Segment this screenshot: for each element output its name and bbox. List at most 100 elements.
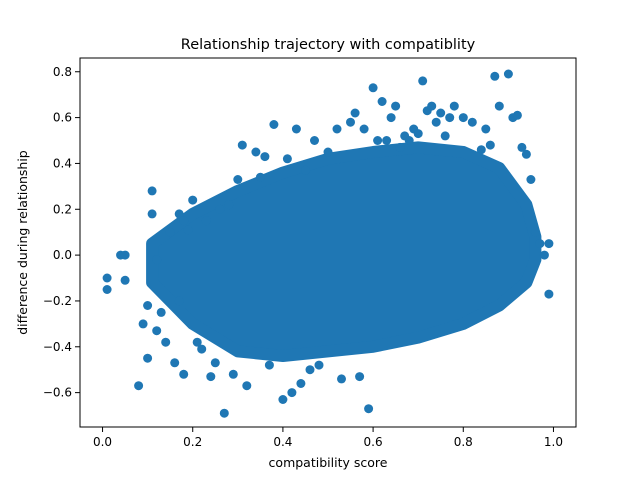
scatter-point bbox=[143, 301, 153, 310]
scatter-point bbox=[382, 136, 392, 145]
scatter-point bbox=[264, 360, 274, 370]
scatter-point bbox=[161, 337, 171, 347]
scatter-point bbox=[102, 273, 112, 283]
scatter-point bbox=[102, 285, 112, 294]
x-tick-label: 0.8 bbox=[454, 435, 473, 449]
scatter-point bbox=[174, 209, 184, 219]
x-axis-label: compatibility score bbox=[269, 455, 388, 470]
y-axis-ticks: −0.6 −0.4 −0.2 0.0 0.2 0.4 0.6 0.8 bbox=[43, 65, 80, 400]
scatter-point bbox=[197, 344, 207, 354]
scatter-point bbox=[346, 117, 355, 127]
scatter-point bbox=[192, 337, 202, 347]
scatter-point bbox=[255, 172, 265, 182]
scatter-point bbox=[224, 200, 234, 210]
scatter-point bbox=[174, 296, 184, 306]
y-tick-label: 0.8 bbox=[53, 65, 72, 79]
scatter-point bbox=[291, 124, 301, 134]
scatter-point bbox=[445, 113, 455, 123]
y-tick-label: 0.4 bbox=[53, 156, 72, 170]
x-tick-label: 0.2 bbox=[183, 435, 202, 449]
scatter-point bbox=[138, 319, 148, 329]
scatter-point bbox=[305, 365, 315, 375]
scatter-point bbox=[165, 227, 175, 237]
scatter-point bbox=[251, 147, 261, 157]
scatter-point bbox=[427, 101, 437, 111]
y-tick-label: 0.0 bbox=[53, 248, 72, 262]
scatter-point bbox=[530, 227, 540, 237]
scatter-point bbox=[373, 136, 383, 145]
scatter-point bbox=[332, 124, 342, 134]
x-tick-label: 0.6 bbox=[364, 435, 383, 449]
x-tick-label: 0.0 bbox=[93, 435, 112, 449]
scatter-point bbox=[476, 145, 486, 155]
scatter-point bbox=[242, 381, 252, 391]
scatter-point bbox=[310, 136, 319, 145]
scatter-point bbox=[431, 117, 441, 127]
scatter-point bbox=[134, 381, 144, 391]
scatter-point bbox=[233, 175, 243, 184]
scatter-point bbox=[314, 360, 324, 370]
scatter-point bbox=[535, 239, 545, 249]
scatter-point bbox=[355, 372, 365, 382]
scatter-point bbox=[188, 195, 198, 205]
scatter-point bbox=[337, 374, 346, 384]
scatter-point bbox=[296, 379, 306, 388]
y-tick-label: −0.4 bbox=[43, 340, 72, 354]
scatter-point bbox=[440, 131, 450, 141]
scatter-point bbox=[359, 124, 369, 134]
scatter-point bbox=[210, 358, 220, 368]
dense-point-cloud bbox=[146, 141, 542, 362]
scatter-point bbox=[526, 175, 536, 184]
scatter-point bbox=[206, 372, 216, 382]
scatter-point bbox=[120, 250, 130, 260]
scatter-point bbox=[301, 165, 310, 175]
scatter-point bbox=[364, 404, 374, 414]
scatter-point bbox=[449, 101, 459, 111]
scatter-point bbox=[404, 136, 414, 145]
scatter-point bbox=[183, 225, 193, 235]
scatter-point bbox=[539, 250, 549, 260]
scatter-point bbox=[544, 289, 554, 299]
scatter-point bbox=[237, 140, 247, 150]
scatter-point bbox=[418, 76, 428, 86]
scatter-point bbox=[156, 307, 166, 317]
scatter-point bbox=[323, 147, 333, 157]
scatter-point bbox=[201, 216, 211, 226]
y-tick-label: 0.2 bbox=[53, 202, 72, 216]
y-tick-label: −0.2 bbox=[43, 294, 72, 308]
chart-title: Relationship trajectory with compatiblit… bbox=[181, 37, 476, 53]
scatter-point bbox=[436, 108, 446, 118]
scatter-point bbox=[521, 149, 531, 159]
point-cloud-core bbox=[146, 141, 542, 362]
scatter-point bbox=[278, 395, 288, 404]
scatter-point bbox=[269, 120, 279, 129]
scatter-point bbox=[413, 129, 423, 139]
scatter-point bbox=[147, 186, 157, 196]
x-tick-label: 1.0 bbox=[544, 435, 563, 449]
plot-frame bbox=[79, 57, 577, 428]
scatter-point bbox=[152, 326, 162, 336]
scatter-point bbox=[490, 71, 500, 81]
scatter-point bbox=[517, 142, 527, 152]
scatter-point bbox=[260, 152, 270, 162]
scatter-point bbox=[215, 204, 225, 214]
scatter-point bbox=[179, 216, 189, 226]
scatter-point bbox=[228, 369, 238, 379]
scatter-point bbox=[152, 255, 162, 265]
x-axis-ticks: 0.0 0.2 0.4 0.6 0.8 1.0 bbox=[93, 427, 563, 449]
scatter-point bbox=[219, 408, 229, 418]
scatter-point bbox=[377, 97, 387, 106]
scatter-point bbox=[544, 239, 554, 249]
scatter-point bbox=[481, 124, 491, 134]
scatter-point bbox=[503, 69, 513, 79]
scatter-point bbox=[494, 101, 504, 111]
x-tick-label: 0.4 bbox=[273, 435, 292, 449]
scatter-point bbox=[391, 101, 401, 111]
scatter-point bbox=[282, 154, 292, 164]
scatter-point bbox=[143, 353, 153, 363]
scatter-point bbox=[120, 275, 130, 285]
scatter-point bbox=[458, 113, 468, 123]
scatter-point bbox=[485, 140, 495, 150]
scatter-point bbox=[512, 110, 522, 120]
